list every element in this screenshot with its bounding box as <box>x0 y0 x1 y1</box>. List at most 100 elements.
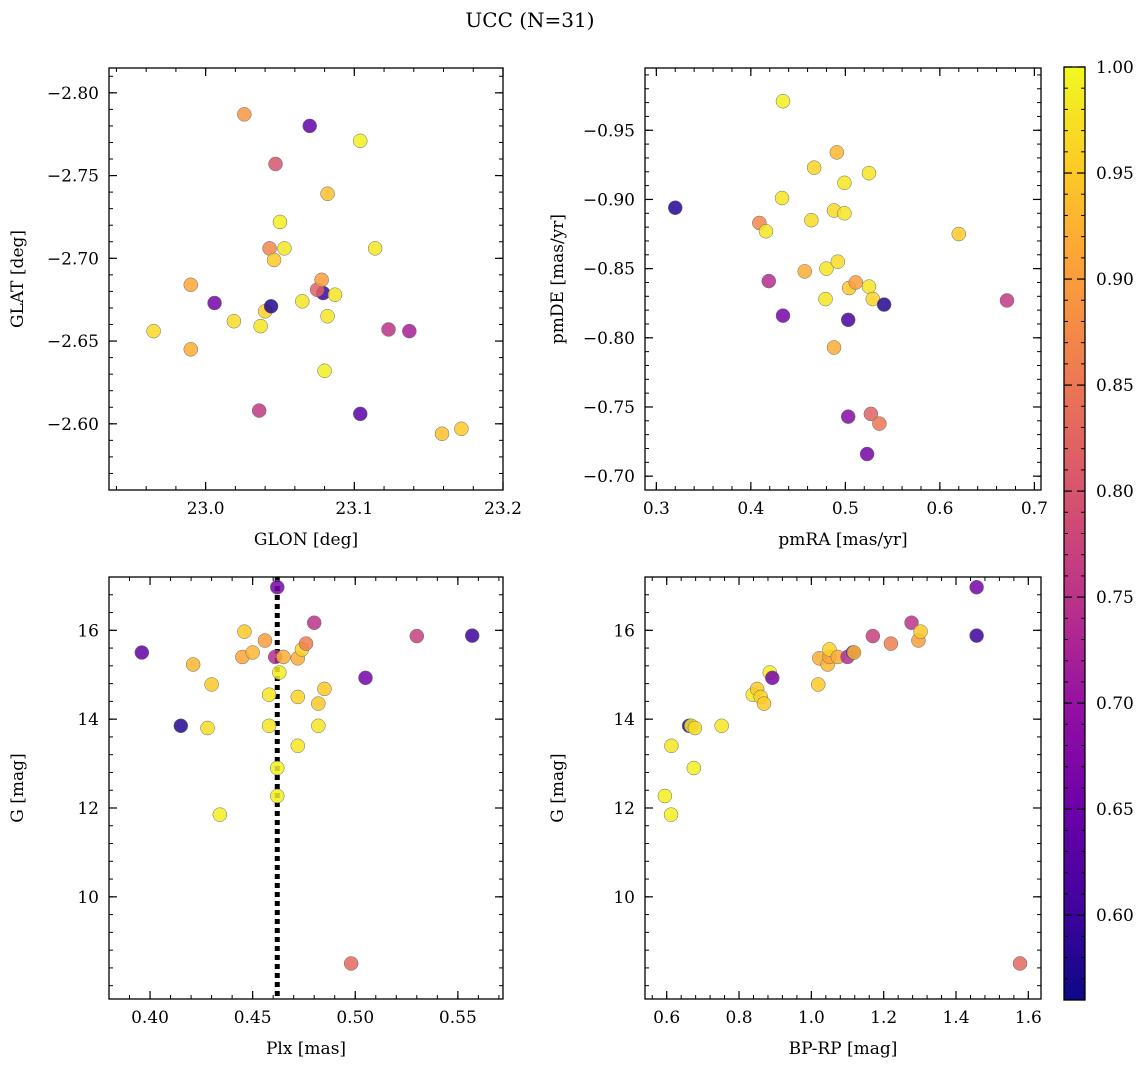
scatter-point <box>311 696 326 711</box>
x-tick-label: 23.2 <box>484 499 522 519</box>
y-axis-label: G [mag] <box>8 753 28 822</box>
x-tick-label: 0.4 <box>737 499 764 519</box>
colorbar: 0.60 0.65 0.70 0.75 0.80 0.85 0.90 0.95 1.00 <box>1063 58 1134 1001</box>
axes-frame <box>108 67 504 491</box>
y-tick-label: −0.90 <box>583 190 635 210</box>
scatter-point <box>295 294 310 309</box>
y-tick-label: −0.80 <box>583 329 635 349</box>
x-axis-label: Plx [mas] <box>266 1039 346 1059</box>
scatter-panel-glon-glat: 23.0 23.1 23.2 −2.60 −2.65 −2.70 −2.75 −2.80 GLO… <box>8 67 522 550</box>
scatter-point <box>806 160 822 175</box>
colorbar-tick-label: 1.00 <box>1096 58 1134 78</box>
y-tick-label: −0.75 <box>583 398 635 418</box>
scatter-point <box>1012 956 1028 971</box>
x-tick-label: 23.1 <box>335 499 373 519</box>
scatter-point <box>846 645 862 660</box>
scatter-point <box>861 165 877 181</box>
scatter-point <box>865 628 881 644</box>
y-axis-label: GLAT [deg] <box>8 230 28 328</box>
y-tick-label: 14 <box>77 710 99 730</box>
scatter-point <box>343 956 359 971</box>
scatter-point <box>951 226 967 242</box>
scatter-point <box>185 657 201 672</box>
scatter-point <box>306 615 322 631</box>
y-tick-label: −2.80 <box>47 84 99 104</box>
scatter-point <box>837 175 852 191</box>
scatter-point <box>883 636 899 651</box>
colorbar-tick-label: 0.80 <box>1096 482 1134 502</box>
scatter-point <box>872 416 887 431</box>
x-tick-label: 0.6 <box>926 499 953 519</box>
scatter-point <box>311 718 326 734</box>
scatter-point <box>797 264 812 279</box>
scatter-point <box>298 636 314 651</box>
scatter-point <box>270 788 285 804</box>
scatter-panel-bprp-g: 0.6 0.8 1.0 1.2 1.4 1.6 10 12 14 16 BP-RP [mag] G [… <box>548 576 1042 1059</box>
colorbar-tick-label: 0.90 <box>1096 270 1134 290</box>
scatter-point <box>774 190 790 206</box>
scatter-point <box>226 313 242 329</box>
colorbar-gradient <box>1064 67 1085 1000</box>
scatter-point <box>756 696 772 711</box>
y-axis-label: pmDE [mas/yr] <box>548 214 568 344</box>
scatter-point <box>765 670 780 686</box>
scatter-point <box>266 252 282 268</box>
scatter-point <box>212 807 228 822</box>
scatter-point <box>686 760 702 776</box>
scatter-point <box>314 272 329 288</box>
scatter-point <box>837 206 852 221</box>
x-tick-label: 0.40 <box>131 1008 169 1028</box>
scatter-point <box>464 628 480 643</box>
x-axis-label: BP-RP [mag] <box>789 1039 898 1059</box>
scatter-point <box>819 261 834 276</box>
scatter-point <box>358 670 373 686</box>
scatter-point <box>829 145 845 160</box>
scatter-point <box>251 403 267 418</box>
scatter-point <box>276 649 291 665</box>
scatter-point <box>146 323 161 339</box>
colorbar-tick-label: 0.75 <box>1096 588 1134 608</box>
x-axis-label: pmRA [mas/yr] <box>778 530 907 550</box>
x-tick-label: 0.5 <box>832 499 859 519</box>
x-tick-label: 0.45 <box>234 1008 272 1028</box>
scatter-point <box>775 93 791 109</box>
scatter-point <box>664 738 679 754</box>
x-tick-label: 0.55 <box>439 1008 477 1028</box>
y-tick-label: 12 <box>613 799 635 819</box>
scatter-point <box>290 689 306 705</box>
scatter-point <box>261 687 277 702</box>
scatter-point <box>290 738 306 754</box>
scatter-point <box>253 318 268 334</box>
scatter-point <box>268 156 283 172</box>
figure-title: UCC (N=31) <box>465 8 594 32</box>
y-tick-label: 10 <box>613 888 635 908</box>
x-tick-label: 1.0 <box>798 1008 825 1028</box>
scatter-point <box>317 681 332 697</box>
scatter-point <box>804 212 819 228</box>
scatter-point <box>302 118 317 134</box>
scatter-point <box>999 293 1015 308</box>
scatter-point <box>758 224 774 239</box>
scatter-point <box>663 807 679 822</box>
x-axis-label: GLON [deg] <box>254 530 358 550</box>
scatter-point <box>353 406 368 422</box>
scatter-point <box>969 628 984 643</box>
x-tick-label: 1.2 <box>870 1008 897 1028</box>
scatter-point <box>277 241 292 256</box>
scatter-point <box>840 409 856 424</box>
scatter-point <box>245 645 260 660</box>
scatter-point <box>657 788 673 804</box>
scatter-point <box>272 214 288 230</box>
scatter-point <box>353 133 368 149</box>
scatter-point <box>861 279 877 294</box>
scatter-point <box>381 322 396 337</box>
x-tick-label: 0.50 <box>336 1008 374 1028</box>
scatter-point <box>859 446 875 462</box>
y-tick-label: −0.70 <box>583 467 635 487</box>
scatter-point <box>826 340 842 355</box>
scatter-point <box>402 323 417 339</box>
scatter-point <box>409 628 425 644</box>
scatter-point <box>863 406 879 422</box>
scatter-point <box>840 312 856 328</box>
